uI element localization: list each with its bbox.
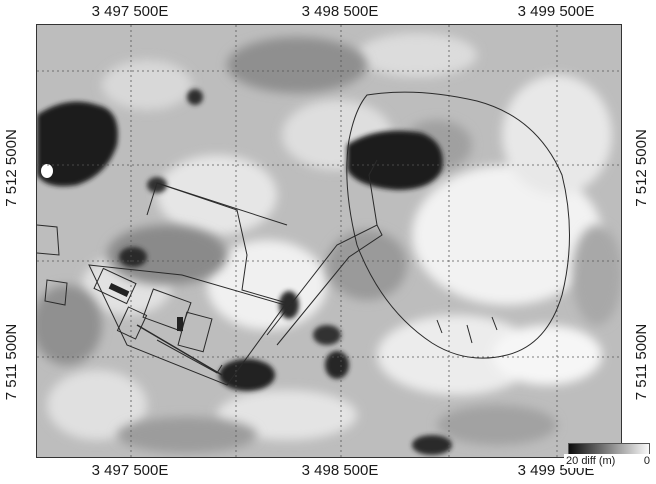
access-road bbox=[368, 159, 378, 226]
right-tick-label-1: 7 512 500N bbox=[631, 78, 653, 258]
bottom-tick-label-2: 3 498 500E bbox=[301, 462, 379, 479]
top-tick-label-3: 3 499 500E bbox=[517, 3, 595, 20]
right-tick-text-2: 7 511 500N bbox=[633, 323, 650, 401]
colorbar-min-label: 20 diff (m) bbox=[566, 454, 615, 468]
colorbar-labels: 20 diff (m) 0 bbox=[564, 454, 652, 468]
perimeter-outline bbox=[346, 91, 570, 359]
left-structure-2 bbox=[44, 279, 68, 306]
right-tick-text-1: 7 512 500N bbox=[633, 129, 650, 207]
right-tick-label-2: 7 511 500N bbox=[631, 272, 653, 452]
top-tick-label-2: 3 498 500E bbox=[301, 3, 379, 20]
left-structure-1 bbox=[37, 224, 60, 256]
infrastructure-outlines bbox=[37, 91, 570, 386]
elevation-difference-map[interactable]: 20 diff (m) 0 bbox=[36, 24, 652, 468]
colorbar-max-label: 0 bbox=[643, 455, 650, 467]
left-tick-label-1: 7 512 500N bbox=[1, 78, 23, 258]
compound-outline bbox=[146, 182, 288, 304]
bottom-tick-label-1: 3 497 500E bbox=[91, 462, 169, 479]
left-tick-text-1: 7 512 500N bbox=[3, 129, 20, 207]
plant-building-1 bbox=[93, 267, 137, 305]
left-tick-label-2: 7 511 500N bbox=[1, 272, 23, 452]
map-canvas bbox=[37, 25, 621, 457]
colorbar-min-value: 20 bbox=[566, 455, 579, 467]
colorbar-legend: 20 diff (m) 0 bbox=[564, 441, 652, 469]
top-tick-label-1: 3 497 500E bbox=[91, 3, 169, 20]
raster-medium-areas bbox=[37, 37, 621, 453]
bright-speck bbox=[41, 164, 53, 178]
pit-features bbox=[436, 316, 498, 344]
compound-line bbox=[156, 182, 288, 226]
coordinate-grid bbox=[37, 25, 621, 457]
plant-path bbox=[156, 339, 223, 374]
left-tick-text-2: 7 511 500N bbox=[3, 323, 20, 401]
plant-dark-detail bbox=[108, 283, 183, 331]
colorbar-unit-label: diff (m) bbox=[581, 455, 616, 467]
haul-road bbox=[266, 224, 383, 346]
rail-track bbox=[136, 324, 223, 376]
